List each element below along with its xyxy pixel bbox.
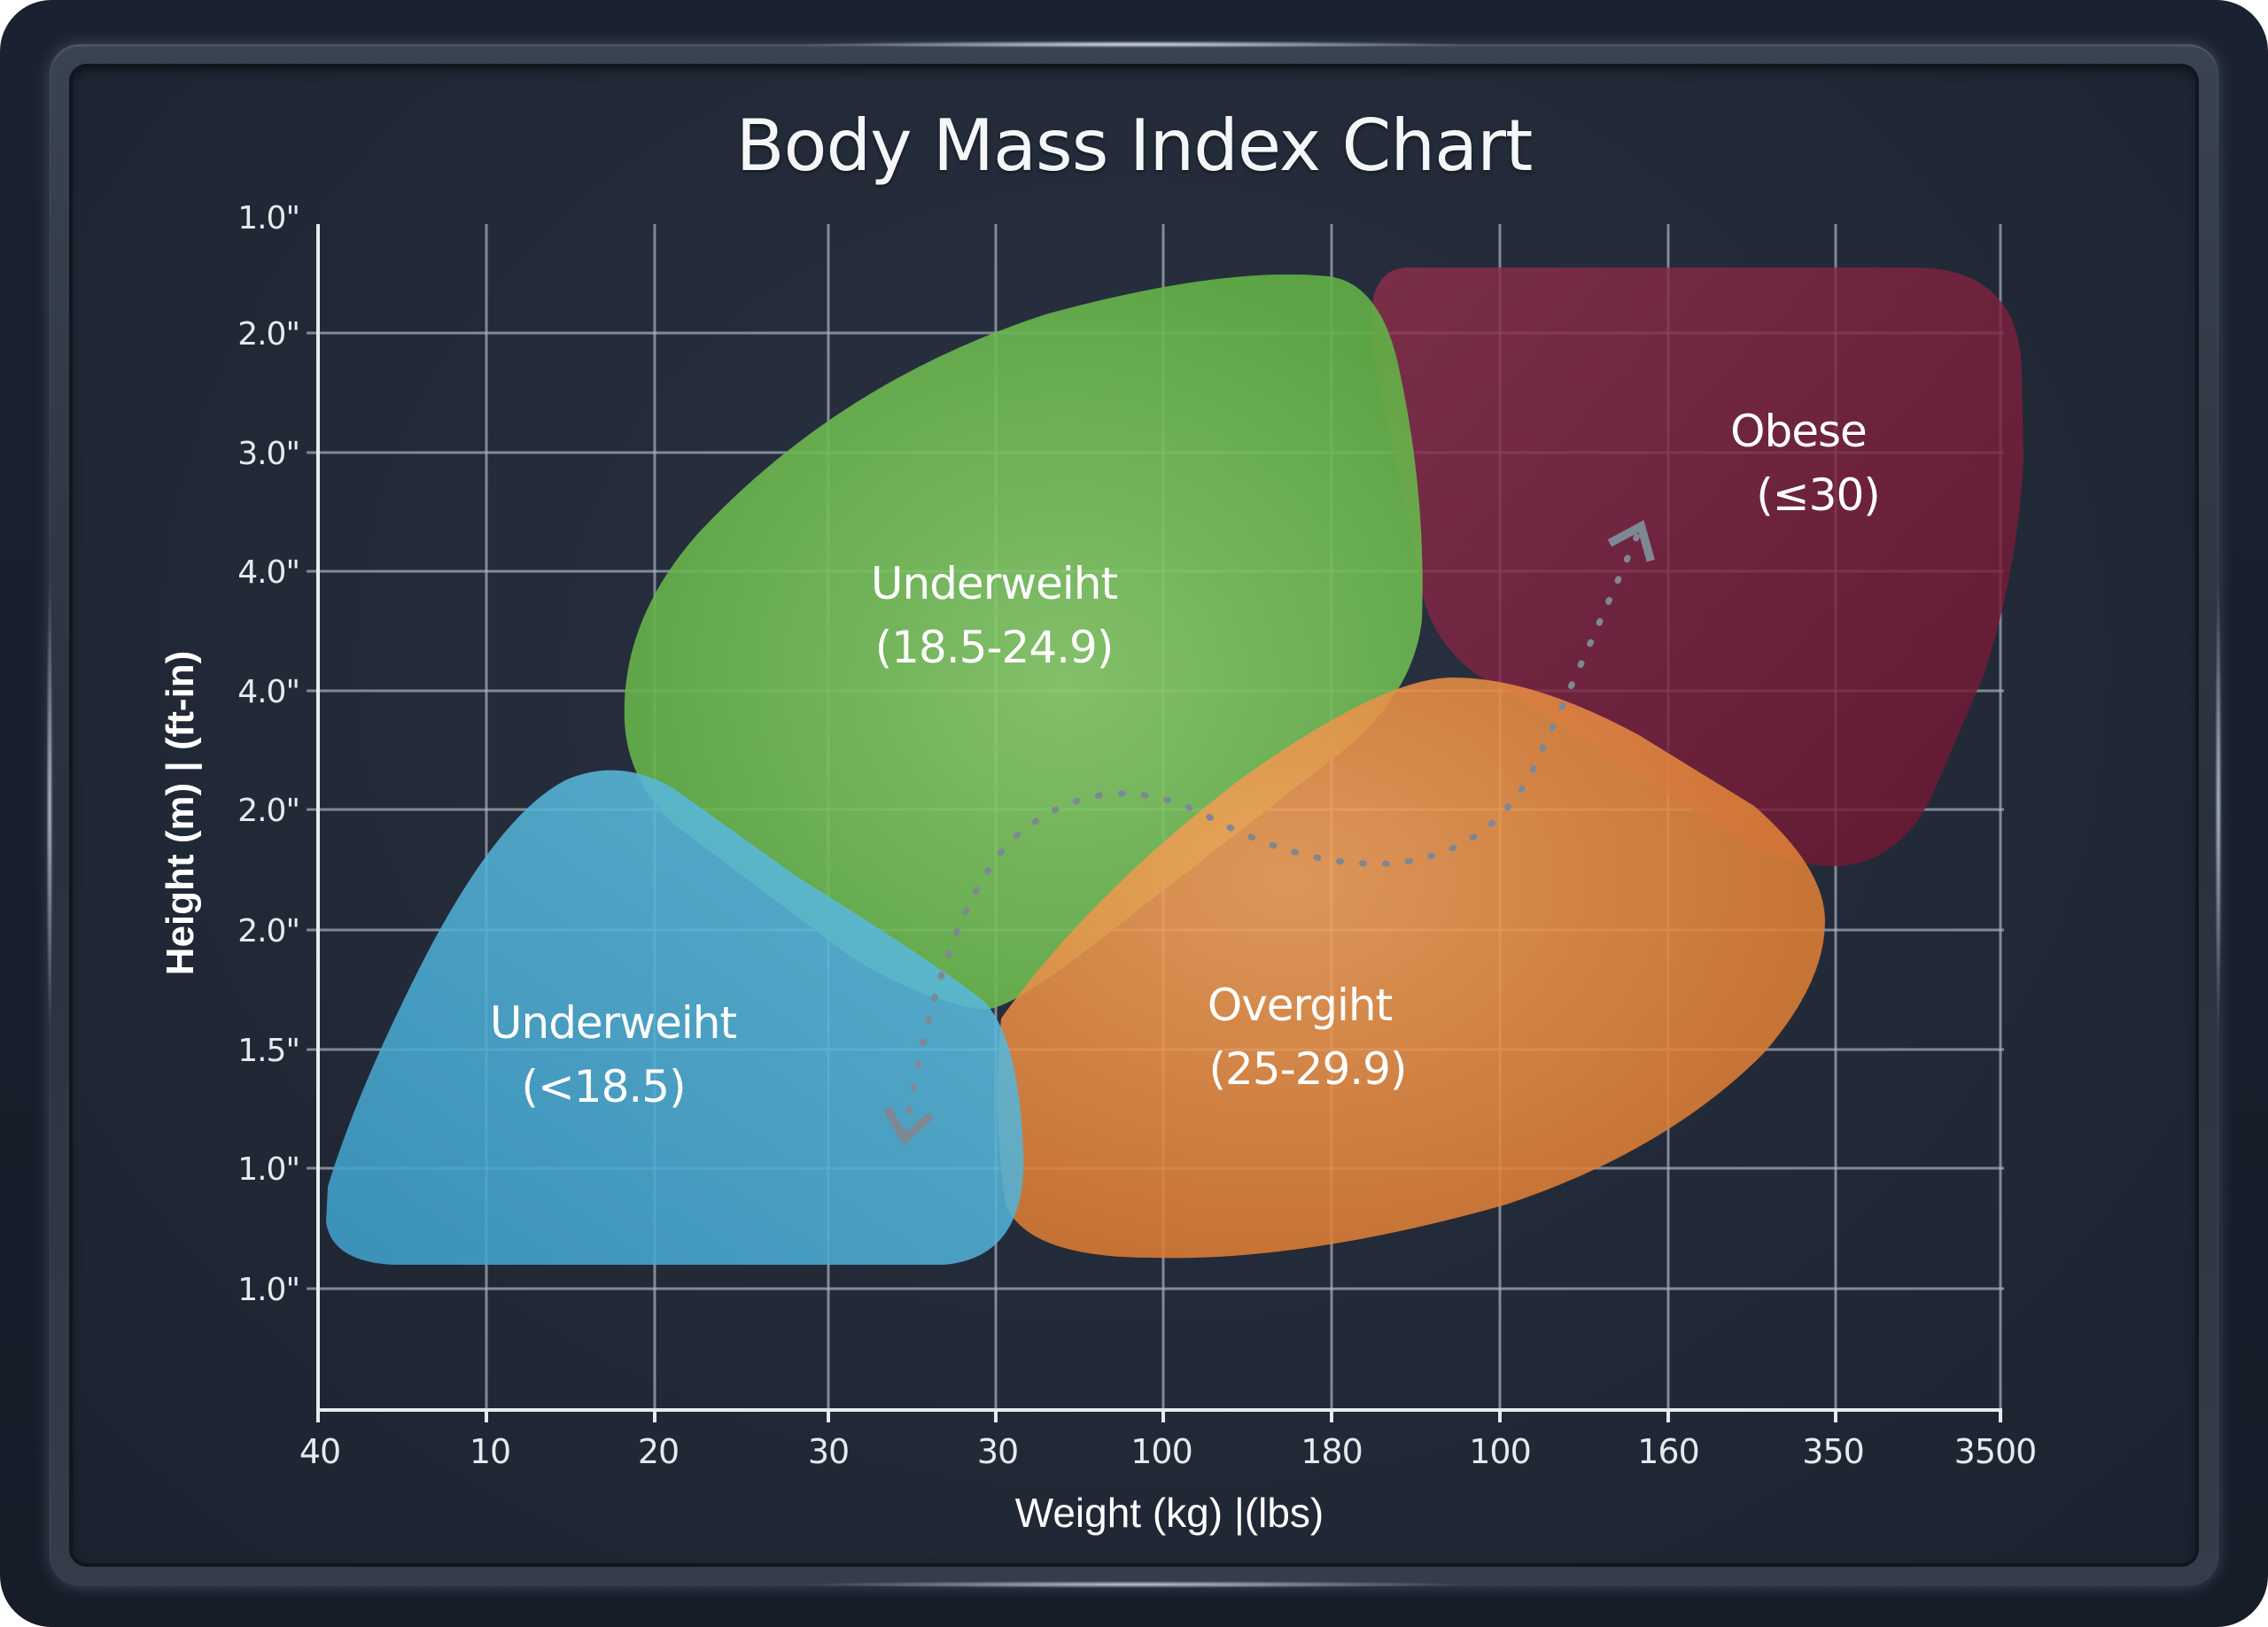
frame-glow-left	[46, 576, 53, 1036]
x-tick-label: 30	[808, 1432, 849, 1471]
y-tick-label: 2.0"	[237, 913, 299, 949]
region-obese	[1371, 267, 2023, 867]
y-tick-label: 1.0"	[237, 1151, 299, 1188]
frame-glow-bottom	[797, 1581, 1471, 1588]
x-tick-label: 100	[1130, 1432, 1192, 1471]
x-tick-label: 100	[1469, 1432, 1531, 1471]
region-underweight	[326, 770, 1024, 1265]
overweight-label-line1: Overgiht	[1208, 980, 1393, 1031]
x-tick-label: 3500	[1954, 1432, 2037, 1471]
chart-title: Body Mass Index Chart	[735, 105, 1534, 187]
x-tick-label: 350	[1802, 1432, 1864, 1471]
y-tick-label: 1.0"	[237, 1272, 299, 1308]
y-tick-label: 1.0"	[237, 200, 299, 236]
y-tick-label: 2.0"	[237, 316, 299, 353]
obese-label-line1: Obese	[1730, 406, 1867, 457]
dotted-arrow-path	[882, 520, 1655, 1146]
y-tick-label: 2.0"	[237, 793, 299, 829]
normal-label-line1: Underweiht	[871, 558, 1118, 609]
x-axis-title: Weight (kg) |(lbs)	[1015, 1490, 1324, 1536]
x-tick-label: 180	[1301, 1432, 1363, 1471]
region-labels: Underweiht (18.5-24.9) Obese (≤30) Overg…	[490, 406, 1881, 1112]
x-tick-label: 40	[299, 1432, 340, 1471]
axes	[316, 224, 2002, 1422]
obese-label-line2: (≤30)	[1756, 469, 1880, 521]
normal-label-line2: (18.5-24.9)	[875, 622, 1114, 673]
x-tick-label: 10	[470, 1432, 510, 1471]
frame-glow-right	[2215, 576, 2222, 1036]
y-tick-label: 4.0"	[237, 554, 299, 591]
y-tick-label: 1.5"	[237, 1033, 299, 1069]
x-tick-label: 160	[1637, 1432, 1699, 1471]
underweight-label-line2: (<18.5)	[521, 1061, 685, 1112]
overweight-label-line2: (25-29.9)	[1208, 1043, 1406, 1095]
y-tick-labels: 1.0" 2.0" 3.0" 4.0" 4.0" 2.0" 2.0" 1.5" …	[237, 200, 300, 1308]
frame-glow-top	[797, 41, 1471, 48]
x-tick-label: 30	[977, 1432, 1018, 1471]
y-tick-label: 3.0"	[237, 436, 299, 472]
x-tick-label: 20	[638, 1432, 679, 1471]
underweight-label-line1: Underweiht	[490, 997, 737, 1049]
x-tick-labels: 40 10 20 30 30 100 180 100 160 350 3500	[299, 1432, 2038, 1471]
y-axis-title: Height (m) | (ft-in)	[159, 651, 203, 976]
y-tick-label: 4.0"	[237, 674, 299, 710]
